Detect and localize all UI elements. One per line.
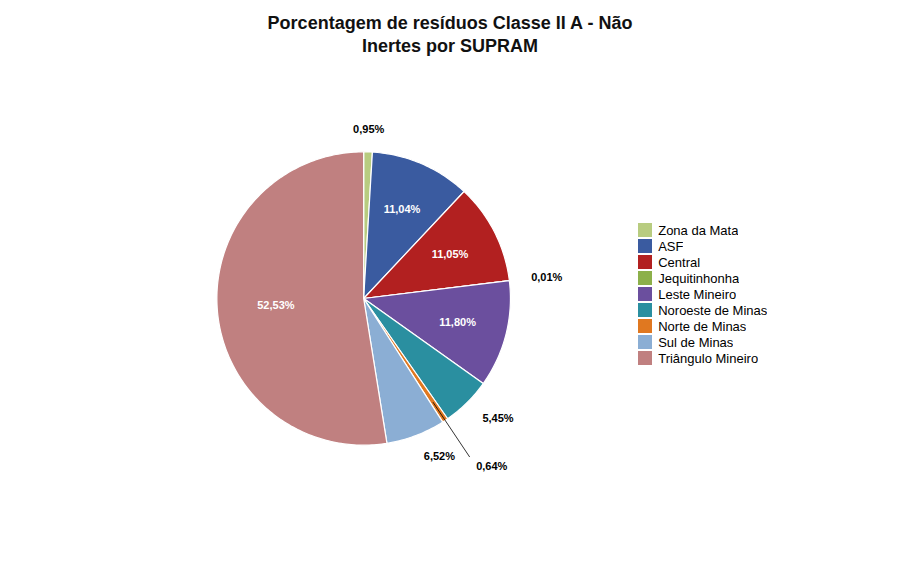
svg-text:11,80%: 11,80% [439, 316, 476, 328]
svg-text:0,01%: 0,01% [531, 271, 562, 283]
html-text:Noroeste de Minas: Noroeste de Minas [658, 302, 768, 318]
html-text:Zona da Mata: Zona da Mata [658, 222, 739, 238]
svg-text:11,05%: 11,05% [431, 248, 468, 260]
svg-text:52,53%: 52,53% [257, 299, 295, 311]
svg-text:11,04%: 11,04% [383, 203, 420, 215]
svg-text:0,95%: 0,95% [353, 123, 384, 135]
html-text:Central: Central [658, 254, 701, 270]
svg-text:6,52%: 6,52% [423, 450, 454, 462]
html-text:Sul de Minas: Sul de Minas [658, 334, 734, 350]
html-text:ASF: ASF [658, 238, 684, 254]
html-text:Porcentagem de resíduos Classe: Porcentagem de resíduos Classe II A - Nã… [267, 13, 633, 56]
svg-text:5,45%: 5,45% [482, 412, 513, 424]
html-text:Jequitinhonha: Jequitinhonha [658, 270, 740, 286]
svg-text:0,64%: 0,64% [476, 460, 507, 472]
html-text:Leste Mineiro: Leste Mineiro [658, 286, 737, 302]
html-text:Norte de Minas: Norte de Minas [658, 318, 747, 334]
html-text:Triângulo Mineiro: Triângulo Mineiro [658, 350, 759, 366]
